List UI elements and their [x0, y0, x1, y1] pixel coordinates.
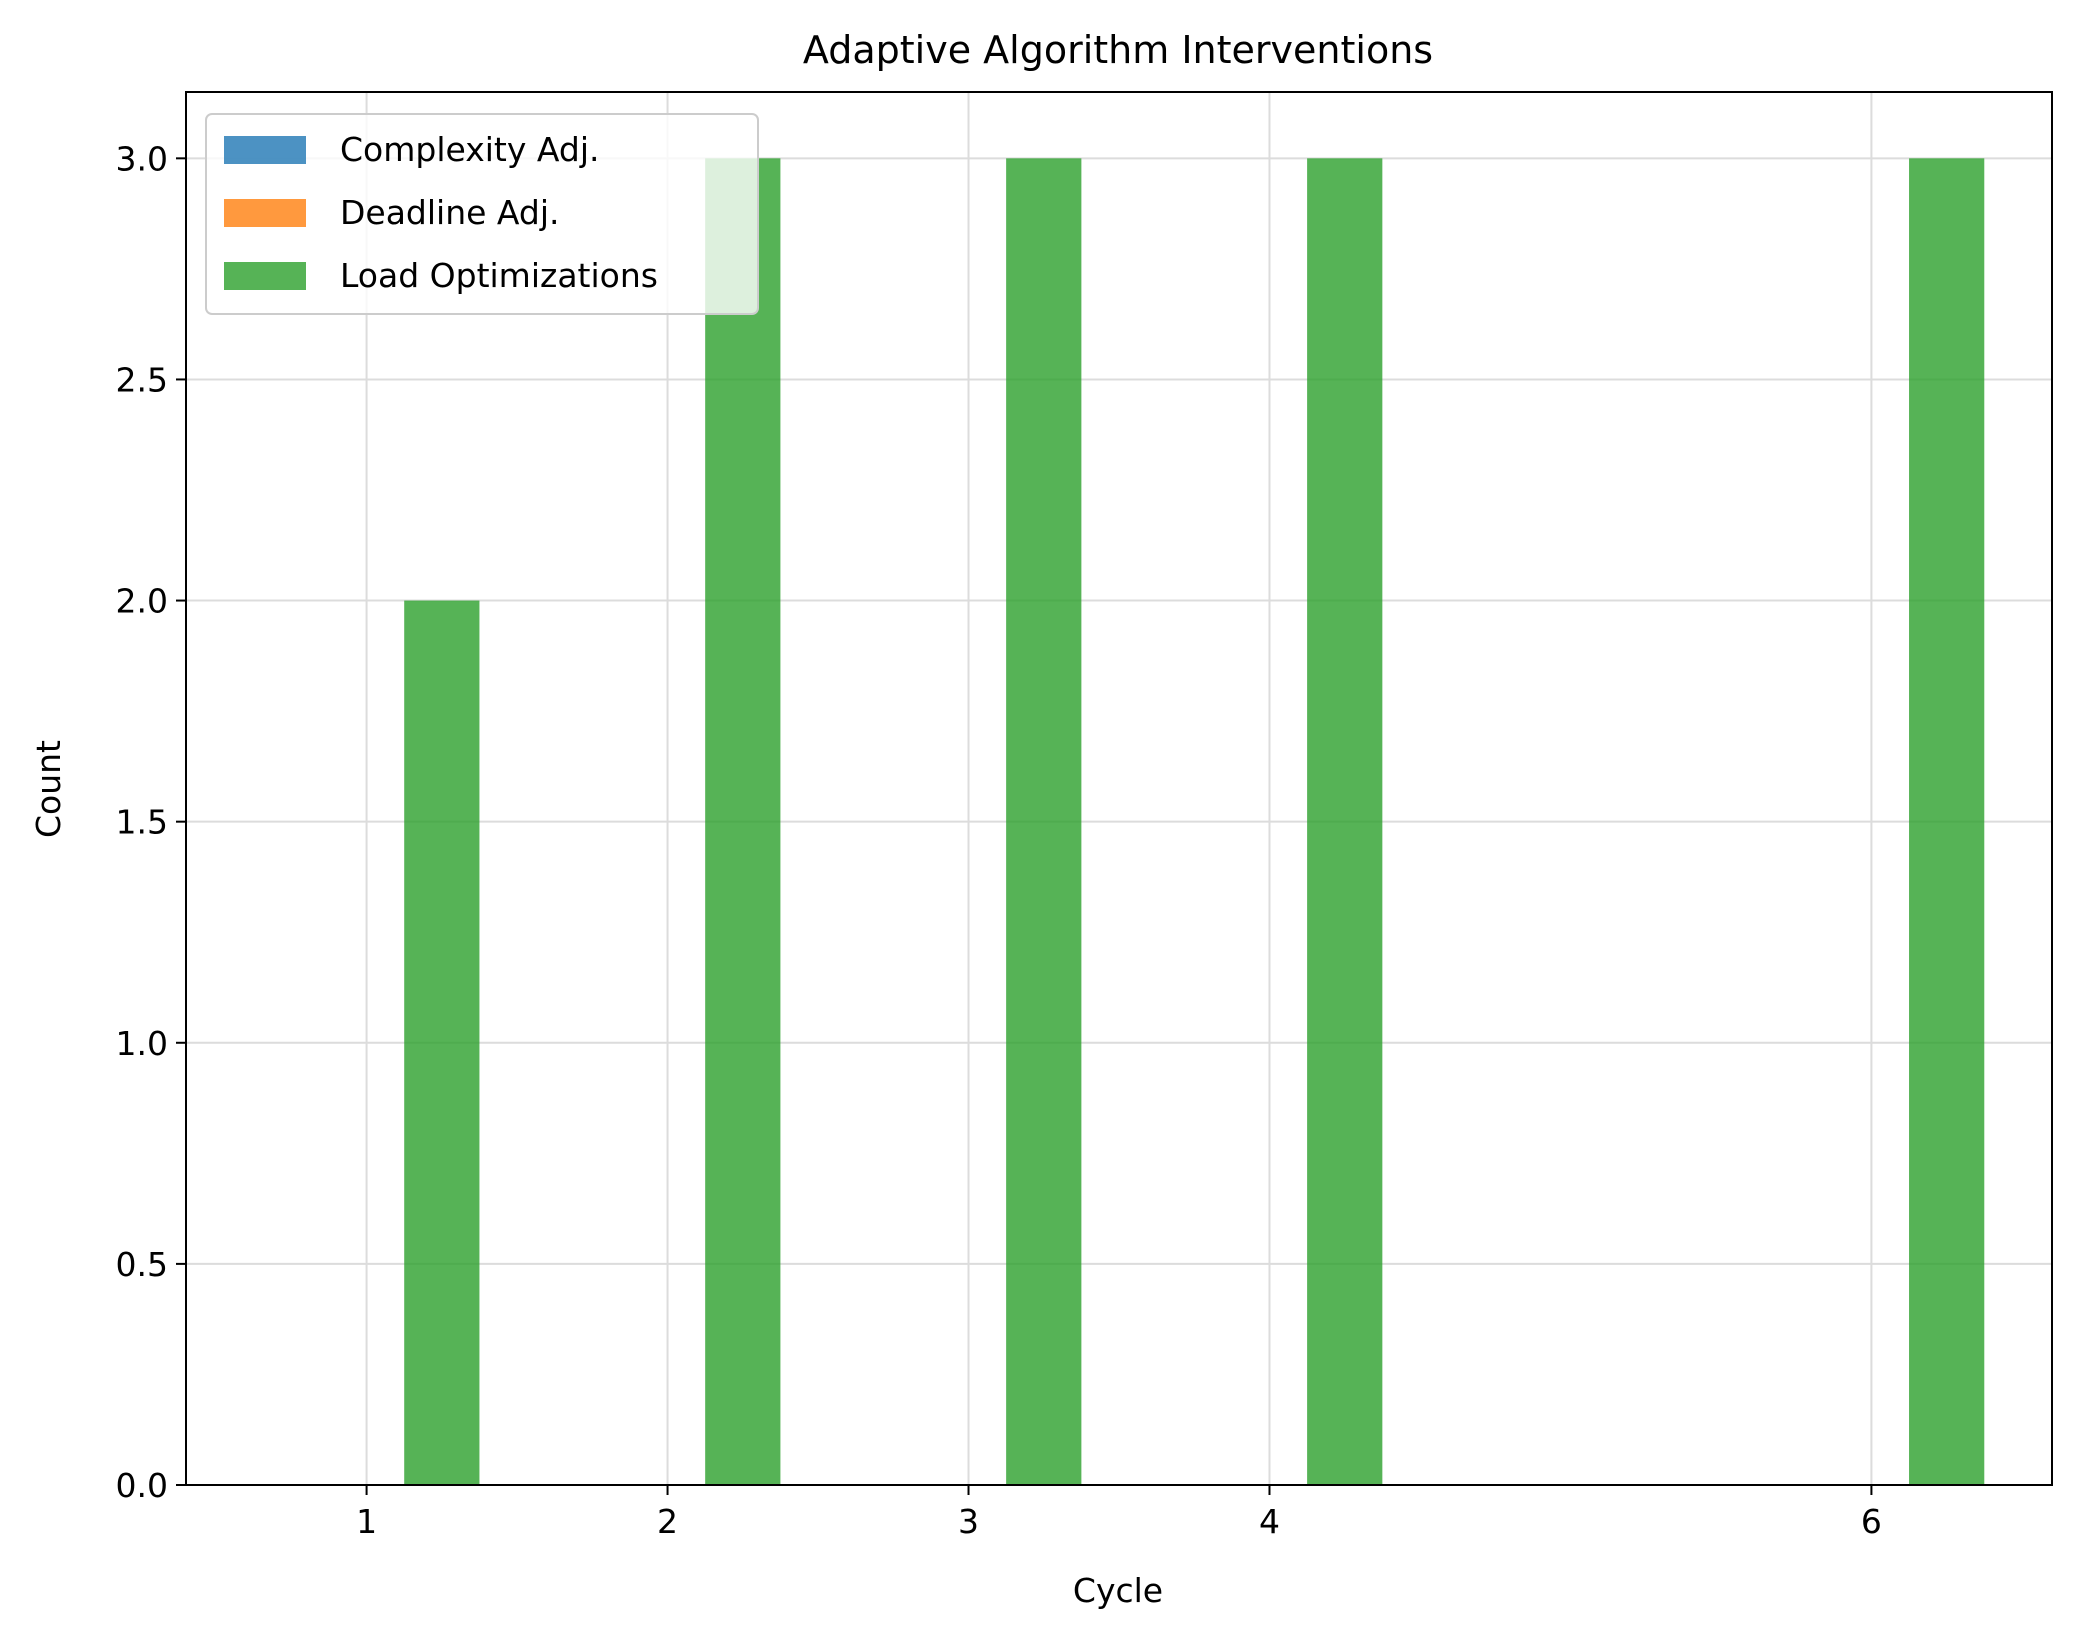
- legend-label: Complexity Adj.: [340, 130, 599, 169]
- bar-load-optimizations-cycle-1: [404, 600, 480, 1485]
- y-axis-label: Count: [29, 740, 68, 838]
- axis-ticks: 0.0 0.5 1.0 1.5 2.0 2.5 3.0 1 2 3 4 6: [116, 139, 1882, 1541]
- y-tick-label: 2.0: [116, 582, 168, 621]
- x-tick-label: 2: [657, 1502, 678, 1541]
- x-tick-label: 3: [958, 1502, 979, 1541]
- legend-swatch: [224, 199, 306, 227]
- y-tick-label: 2.5: [116, 360, 168, 399]
- legend-box: [205, 113, 759, 315]
- bars: [404, 158, 1985, 1485]
- y-tick-label: 3.0: [116, 139, 168, 178]
- legend-label: Load Optimizations: [340, 256, 658, 295]
- y-tick-label: 1.5: [116, 803, 168, 842]
- chart-title: Adaptive Algorithm Interventions: [803, 28, 1433, 72]
- bar-load-optimizations-cycle-2: [705, 158, 781, 1485]
- legend: Complexity Adj. Deadline Adj. Load Optimiz…: [205, 113, 759, 315]
- x-tick-label: 1: [356, 1502, 377, 1541]
- x-axis-label: Cycle: [1073, 1571, 1163, 1610]
- bar-load-optimizations-cycle-6: [1909, 158, 1985, 1485]
- y-tick-label: 1.0: [116, 1024, 168, 1063]
- x-tick-label: 6: [1861, 1502, 1882, 1541]
- legend-swatch: [224, 262, 306, 290]
- legend-swatch: [224, 136, 306, 164]
- legend-label: Deadline Adj.: [340, 193, 560, 232]
- bar-load-optimizations-cycle-4: [1307, 158, 1383, 1485]
- x-tick-label: 4: [1259, 1502, 1280, 1541]
- y-tick-label: 0.0: [116, 1466, 168, 1505]
- plot-frame: [185, 91, 2053, 1486]
- grid-lines: [186, 92, 2052, 1486]
- bar-load-optimizations-cycle-3: [1006, 158, 1082, 1485]
- y-tick-label: 0.5: [116, 1245, 168, 1284]
